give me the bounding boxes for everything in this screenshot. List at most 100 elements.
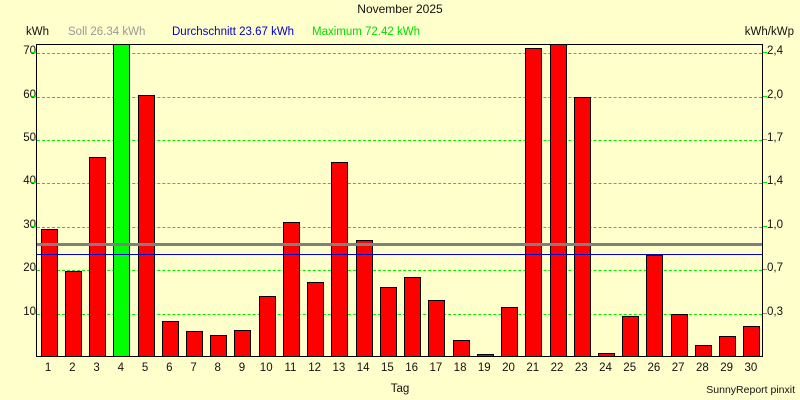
bar-day-26[interactable]: [646, 254, 664, 356]
bar-day-3[interactable]: [89, 157, 107, 356]
x-axis-tick-label-29: 29: [720, 362, 734, 374]
x-axis-tick-label-23: 23: [574, 362, 588, 374]
x-axis-tick-label-1: 1: [44, 362, 52, 374]
plot-inner: [37, 45, 762, 356]
y-axis-right-tickmark: [763, 52, 767, 54]
x-axis-tick-label-5: 5: [141, 362, 149, 374]
bar-day-6[interactable]: [161, 321, 179, 356]
bar-day-12[interactable]: [307, 282, 325, 356]
bar-day-24[interactable]: [597, 352, 615, 356]
x-axis-tick-label-9: 9: [238, 362, 246, 374]
y-axis-right-tickmark: [763, 269, 767, 271]
y-axis-right-tickmark: [763, 95, 767, 97]
bar-day-23[interactable]: [573, 96, 591, 356]
bar-day-16[interactable]: [404, 276, 422, 356]
x-axis-tick-label-27: 27: [671, 362, 685, 374]
y-axis-right-tick-label: 0,3: [767, 305, 783, 318]
bar-day-19[interactable]: [476, 354, 494, 356]
y-axis-left-tick-label: 40: [23, 175, 36, 188]
bar-day-20[interactable]: [501, 307, 519, 356]
y-axis-left-tickmark: [32, 269, 36, 271]
y-axis-left-tick-label: 50: [23, 132, 36, 145]
bar-day-7[interactable]: [186, 330, 204, 356]
y-axis-left-tickmark: [32, 225, 36, 227]
x-axis-tick-label-28: 28: [696, 362, 709, 374]
y-axis-right-tick-label: 2,4: [767, 45, 783, 58]
y-axis-right-tick-label: 0,7: [767, 262, 783, 275]
y-axis-left-tickmark: [32, 182, 36, 184]
gridline: [37, 53, 762, 55]
x-axis-tick-label-4: 4: [117, 362, 125, 374]
y-axis-left-tick-label: 30: [23, 218, 36, 231]
y-axis-left-tick-label: 70: [23, 45, 36, 58]
x-axis-tick-label-8: 8: [214, 362, 221, 374]
bar-day-13[interactable]: [331, 162, 349, 356]
bar-day-5[interactable]: [137, 94, 155, 356]
gridline: [37, 226, 762, 228]
y-axis-right-tickmark: [763, 182, 767, 184]
x-axis-tick-label-15: 15: [380, 362, 394, 374]
y-axis-left-tickmark: [32, 139, 36, 141]
bar-day-30[interactable]: [743, 325, 761, 356]
bar-day-2[interactable]: [64, 271, 82, 356]
x-axis-title: Tag: [390, 383, 410, 395]
y-axis-right-tickmark: [763, 312, 767, 314]
x-axis-tick-label-6: 6: [166, 362, 173, 374]
x-axis-tick-label-24: 24: [599, 362, 612, 374]
y-axis-left-tick-label: 10: [23, 305, 36, 318]
x-axis-tick-label-17: 17: [429, 362, 443, 374]
gridline: [37, 270, 762, 272]
x-axis-tick-label-3: 3: [93, 362, 100, 374]
x-axis-tick-label-21: 21: [526, 362, 540, 374]
x-axis-tick-label-11: 11: [284, 362, 297, 374]
bar-day-28[interactable]: [694, 345, 712, 356]
y-axis-left-tickmark: [32, 52, 36, 54]
y-axis-left-tickmark: [32, 312, 36, 314]
y-axis-right-tick-label: 1,4: [767, 175, 783, 188]
x-axis-tick-label-26: 26: [647, 362, 661, 374]
bar-day-18[interactable]: [452, 339, 470, 356]
gridline: [37, 96, 762, 98]
x-axis-tick-label-7: 7: [190, 362, 197, 374]
x-axis-tick-label-20: 20: [502, 362, 515, 374]
legend-average: Durchschnitt 23.67 kWh: [172, 26, 295, 38]
bar-day-4[interactable]: [113, 45, 131, 356]
x-axis-tick-label-13: 13: [332, 362, 346, 374]
y-axis-right-tickmark: [763, 139, 767, 141]
y-axis-left-tickmark: [32, 95, 36, 97]
gridline: [37, 183, 762, 185]
x-axis-tick-label-22: 22: [550, 362, 564, 374]
reference-line-durchschnitt: [37, 254, 762, 256]
bar-day-22[interactable]: [549, 45, 567, 356]
bar-day-9[interactable]: [234, 329, 252, 356]
y-axis-left-tick-label: 20: [23, 262, 36, 275]
legend-unit-right: kWh/kWp: [744, 26, 794, 38]
bar-day-27[interactable]: [670, 313, 688, 356]
bar-day-15[interactable]: [379, 287, 397, 356]
bar-day-1[interactable]: [40, 229, 58, 356]
x-axis-tick-label-18: 18: [453, 362, 467, 374]
bar-day-11[interactable]: [282, 222, 300, 356]
legend-unit-left: kWh: [26, 26, 49, 38]
bar-day-21[interactable]: [525, 48, 543, 356]
x-axis-tick-label-30: 30: [744, 362, 758, 374]
x-axis-tick-label-14: 14: [356, 362, 370, 374]
x-axis-tick-label-10: 10: [259, 362, 273, 374]
bar-day-14[interactable]: [355, 239, 373, 356]
x-axis-tick-label-25: 25: [623, 362, 637, 374]
reference-line-soll: [37, 242, 762, 246]
chart-legend: kWh Soll 26.34 kWh Durchschnitt 23.67 kW…: [0, 25, 800, 39]
bar-day-8[interactable]: [210, 335, 228, 356]
legend-maximum: Maximum 72.42 kWh: [312, 26, 421, 38]
y-axis-right-tick-label: 1,0: [767, 218, 783, 231]
x-axis-tick-label-16: 16: [405, 362, 418, 374]
y-axis-right-tickmark: [763, 225, 767, 227]
bar-day-29[interactable]: [719, 336, 737, 356]
plot-area: [36, 44, 763, 357]
bar-day-10[interactable]: [258, 296, 276, 356]
y-axis-right-tick-label: 2,0: [767, 88, 783, 101]
bar-day-17[interactable]: [428, 299, 446, 356]
bar-day-25[interactable]: [622, 315, 640, 356]
y-axis-right-tick-label: 1,7: [767, 132, 783, 145]
